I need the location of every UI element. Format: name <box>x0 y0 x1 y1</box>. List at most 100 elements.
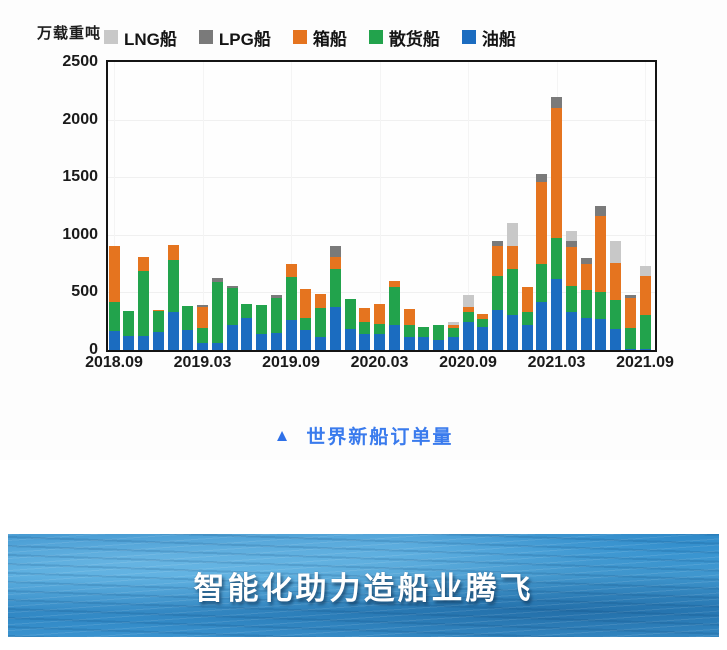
bar-segment-2021.03-散货船 <box>551 238 562 279</box>
bar-segment-2020.05-箱船 <box>403 309 415 326</box>
bar-segment-2021.01-油船 <box>521 325 533 350</box>
bar-segment-2020.09-散货船 <box>462 312 474 323</box>
bar-segment-2019.01-箱船 <box>167 244 179 260</box>
bar-segment-2019.06-油船 <box>241 318 253 350</box>
bar-segment-2019.01-油船 <box>167 311 179 350</box>
x-tick-2019.09: 2019.09 <box>262 354 320 371</box>
bar-segment-2021.02-LPG船 <box>536 173 548 182</box>
bar-segment-2019.04-散货船 <box>211 282 223 344</box>
bar-segment-2020.08-LNG船 <box>447 322 459 326</box>
bar-segment-2021.07-箱船 <box>610 263 621 301</box>
bar-segment-2018.10-油船 <box>123 335 135 350</box>
gridline-horizontal <box>108 177 655 179</box>
bar-segment-2020.12-箱船 <box>506 246 518 270</box>
legend-swatch-icon <box>292 30 307 44</box>
bar-segment-2019.08-油船 <box>270 333 282 350</box>
x-tick-2021.09: 2021.09 <box>616 354 674 371</box>
stacked-bar-plot <box>106 60 657 352</box>
bar-segment-2019.03-散货船 <box>197 328 208 343</box>
bar-segment-2020.12-油船 <box>506 315 518 350</box>
bar-segment-2021.06-油船 <box>595 318 607 350</box>
bar-segment-2020.10-箱船 <box>477 313 489 319</box>
bar-segment-2021.04-油船 <box>565 311 577 350</box>
gridline-horizontal <box>108 234 655 236</box>
bar-segment-2019.08-LPG船 <box>270 294 282 298</box>
bar-segment-2021.03-箱船 <box>551 108 562 239</box>
bar-segment-2021.06-箱船 <box>595 215 607 293</box>
figure-caption: ▲ 世界新船订单量 <box>0 418 727 452</box>
bar-segment-2021.07-LNG船 <box>610 241 621 264</box>
x-tick-2018.09: 2018.09 <box>85 354 143 371</box>
bar-segment-2021.05-散货船 <box>580 289 592 318</box>
bar-segment-2018.10-散货船 <box>123 310 135 336</box>
bar-segment-2020.07-油船 <box>433 340 444 350</box>
bar-segment-2021.04-LPG船 <box>565 240 577 248</box>
bar-segment-2019.09-油船 <box>285 320 297 350</box>
y-tick-2000: 2000 <box>62 110 98 128</box>
bar-segment-2019.08-散货船 <box>270 297 282 334</box>
x-tick-2021.03: 2021.03 <box>527 354 586 371</box>
bar-segment-2021.02-箱船 <box>536 181 548 264</box>
banner-title: 智能化助力造船业腾飞 <box>193 571 534 606</box>
legend-item-LNG船: LNG船 <box>104 25 177 50</box>
y-tick-2500: 2500 <box>62 53 98 70</box>
legend-label: LNG船 <box>124 29 177 49</box>
bar-segment-2020.11-散货船 <box>492 276 503 310</box>
bar-segment-2020.08-散货船 <box>447 327 459 338</box>
bar-segment-2018.12-散货船 <box>152 311 164 333</box>
bar-segment-2020.06-散货船 <box>418 326 430 337</box>
bar-segment-2018.12-油船 <box>152 332 164 350</box>
bar-segment-2019.12-油船 <box>329 307 341 350</box>
bar-segment-2020.08-箱船 <box>447 325 459 328</box>
bar-segment-2018.09-箱船 <box>108 246 120 303</box>
bar-segment-2020.08-油船 <box>447 337 459 350</box>
bar-segment-2018.11-箱船 <box>138 257 149 271</box>
bar-segment-2020.02-散货船 <box>359 322 371 334</box>
legend-swatch-icon <box>104 30 118 44</box>
gridline-vertical <box>291 62 292 350</box>
bar-segment-2018.11-散货船 <box>138 270 149 337</box>
bar-segment-2020.09-油船 <box>462 322 474 350</box>
bar-segment-2021.04-箱船 <box>565 247 577 286</box>
bar-segment-2021.09-箱船 <box>639 275 651 316</box>
bar-segment-2019.05-油船 <box>226 324 238 350</box>
bar-segment-2021.07-散货船 <box>610 300 621 329</box>
bar-segment-2019.07-油船 <box>256 334 267 350</box>
bar-segment-2021.01-箱船 <box>521 287 533 312</box>
x-tick-2019.03: 2019.03 <box>173 354 232 371</box>
bar-segment-2020.10-油船 <box>477 326 489 350</box>
bar-segment-2019.11-散货船 <box>315 307 326 337</box>
bar-segment-2019.11-油船 <box>315 336 326 350</box>
gridline-vertical <box>645 62 646 350</box>
y-tick-1500: 1500 <box>62 168 98 186</box>
bar-segment-2021.08-LPG船 <box>624 294 636 299</box>
bar-segment-2019.12-箱船 <box>329 257 341 270</box>
bar-segment-2021.04-散货船 <box>565 285 577 312</box>
legend-label: LPG船 <box>218 29 271 49</box>
legend-swatch-icon <box>461 30 476 44</box>
bar-segment-2021.04-LNG船 <box>565 231 577 241</box>
y-axis-title: 万载重吨 <box>37 25 102 42</box>
bar-segment-2020.12-LNG船 <box>506 223 518 247</box>
bar-segment-2018.09-油船 <box>108 331 120 350</box>
bar-segment-2019.11-箱船 <box>315 293 326 308</box>
legend-swatch-icon <box>198 30 213 44</box>
ship-orders-figure: 万载重吨 LNG船 LPG船 箱船 散货船 油船 0 500 1000 1500 2000 250… <box>37 25 674 371</box>
chart-legend: LNG船 LPG船 箱船 散货船 油船 <box>104 25 574 50</box>
bar-segment-2021.02-油船 <box>536 301 548 350</box>
bar-segment-2020.09-箱船 <box>462 306 474 312</box>
bar-segment-2019.10-散货船 <box>300 317 312 330</box>
bar-segment-2019.10-油船 <box>300 329 312 350</box>
bar-segment-2020.10-散货船 <box>477 318 489 327</box>
bar-segment-2019.02-油船 <box>182 330 194 350</box>
bar-segment-2021.02-散货船 <box>536 263 548 302</box>
bar-segment-2019.09-箱船 <box>285 264 297 278</box>
bar-segment-2020.11-箱船 <box>492 245 503 277</box>
legend-item-散货船: 散货船 <box>368 25 440 50</box>
bar-segment-2019.04-LPG船 <box>211 278 223 283</box>
triangle-marker-icon: ▲ <box>273 425 291 445</box>
bar-segment-2020.04-箱船 <box>388 280 400 288</box>
legend-item-油船: 油船 <box>461 25 516 50</box>
bar-segment-2021.06-散货船 <box>595 292 607 319</box>
bar-segment-2021.07-油船 <box>610 328 621 350</box>
